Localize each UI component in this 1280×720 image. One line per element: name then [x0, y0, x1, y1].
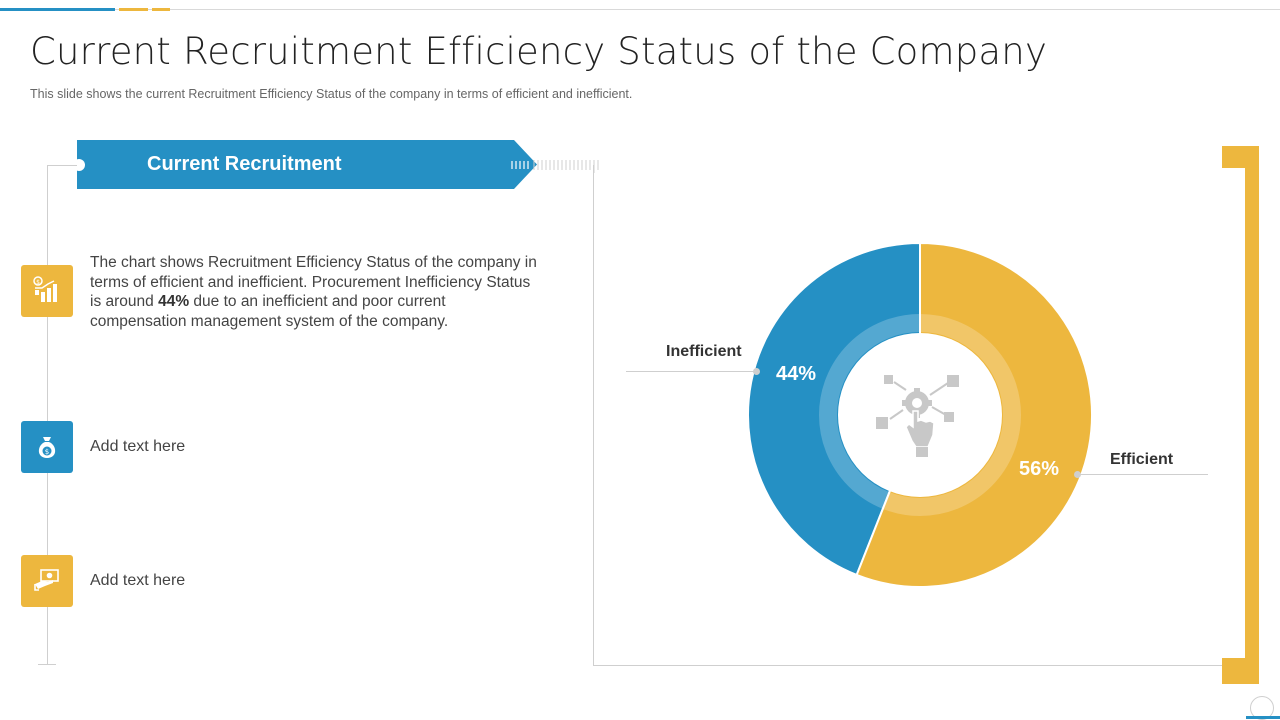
- money-bag-icon: $: [38, 437, 56, 458]
- donut-chart: [747, 241, 1094, 588]
- inefficient-leader-dot: [753, 368, 760, 375]
- banner-label: Current Recruitment: [147, 153, 342, 175]
- efficient-leader-dot: [1074, 471, 1081, 478]
- top-accent-yellow-1: [119, 8, 148, 11]
- hand-money-icon-tile: [21, 555, 73, 607]
- item-text-1: Add text here: [90, 438, 186, 455]
- bar-chart-dollar-icon: $: [33, 276, 57, 302]
- data-label-efficient: 56%: [1019, 458, 1060, 480]
- legend-efficient: Efficient: [1110, 451, 1174, 468]
- top-rule: [0, 9, 1280, 10]
- hand-gear-network-icon: [876, 375, 959, 457]
- corner-accent: [1246, 716, 1280, 719]
- chart-icon-tile: $: [21, 265, 73, 317]
- inner-ring: [819, 314, 1021, 516]
- timeline-connector: [47, 165, 77, 166]
- slice-inefficient: [747, 241, 921, 577]
- frame-bottom: [593, 665, 1223, 666]
- banner-ribbon: [77, 140, 537, 189]
- timeline-foot: [38, 664, 56, 665]
- timeline-line: [47, 165, 48, 665]
- page-title: Current Recruitment Efficiency Status of…: [30, 30, 1048, 73]
- highlight-percent: 44%: [158, 293, 190, 310]
- page-subtitle: This slide shows the current Recruitment…: [30, 87, 633, 101]
- inefficient-leader-line: [626, 371, 756, 372]
- money-bag-icon-tile: $: [21, 421, 73, 473]
- top-accent-blue: [0, 8, 115, 11]
- hand-money-icon: [34, 569, 59, 591]
- chart-description: The chart shows Recruitment Efficiency S…: [90, 254, 537, 330]
- legend-inefficient: Inefficient: [666, 343, 742, 360]
- frame-left: [593, 165, 594, 666]
- item-text-2: Add text here: [90, 572, 186, 589]
- svg-text:$: $: [45, 448, 49, 456]
- top-accent-yellow-2: [152, 8, 170, 11]
- yellow-bracket: [1222, 146, 1259, 684]
- data-label-inefficient: 44%: [776, 363, 817, 385]
- efficient-leader-line: [1080, 474, 1208, 475]
- svg-text:$: $: [36, 279, 40, 286]
- banner-ticks: [511, 160, 599, 173]
